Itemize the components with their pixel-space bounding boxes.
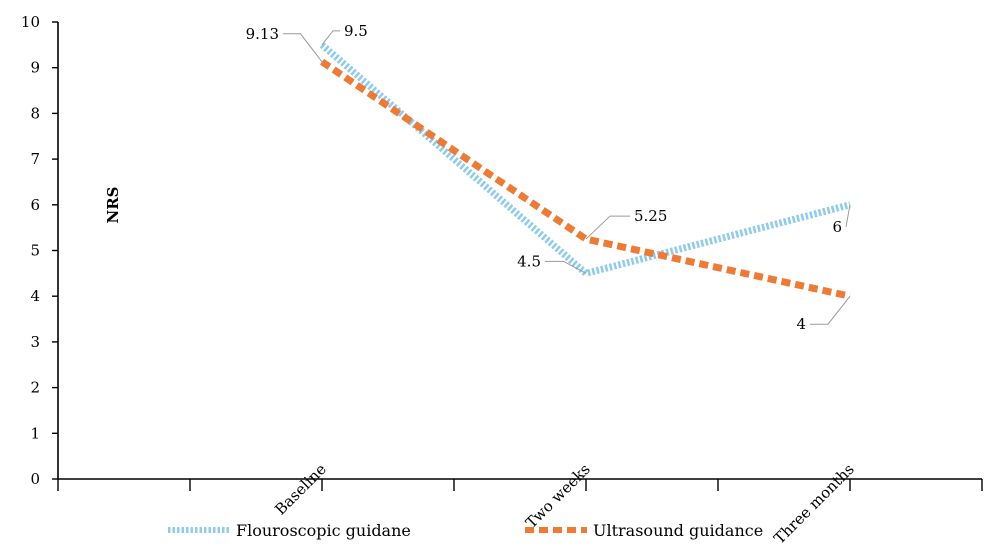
y-axis-label: NRS	[104, 186, 122, 223]
legend: Flouroscopic guidane Ultrasound guidance	[168, 521, 763, 540]
y-tick-labels: 0 1 2 3 4 5 6 7 8 9 10	[21, 13, 40, 488]
y-tick-label: 3	[30, 333, 40, 351]
y-tick-label: 2	[30, 379, 40, 397]
y-tick-label: 9	[30, 59, 40, 77]
data-label: 4	[796, 315, 806, 333]
x-tick-label: Two weeks	[522, 460, 594, 532]
legend-label: Ultrasound guidance	[593, 521, 763, 540]
y-tick-label: 1	[30, 424, 40, 442]
data-label: 4.5	[517, 252, 541, 270]
y-tick-label: 8	[30, 104, 40, 122]
data-label: 9.13	[246, 25, 279, 43]
y-tick-label: 7	[30, 150, 40, 168]
y-tick-label: 0	[30, 470, 40, 488]
data-label-leader	[321, 30, 340, 46]
legend-label: Flouroscopic guidane	[236, 521, 411, 540]
axes	[52, 21, 983, 491]
series-group	[319, 42, 851, 300]
y-tick-label: 4	[30, 287, 40, 305]
x-tick-label: Baseline	[271, 460, 330, 519]
data-labels: 9.5 4.5 6 9.13 5.25 4	[246, 22, 851, 333]
data-label: 5.25	[634, 207, 667, 225]
data-label: 6	[832, 218, 842, 236]
x-tick-label: Three months	[770, 460, 857, 547]
data-label-leader	[283, 33, 323, 63]
series-line-2	[320, 58, 851, 300]
y-tick-label: 5	[30, 242, 40, 260]
data-label-leader	[845, 204, 851, 227]
y-tick-label: 10	[21, 13, 40, 31]
data-label: 9.5	[344, 22, 368, 40]
y-tick-label: 6	[30, 196, 40, 214]
data-label-leader	[585, 215, 630, 240]
data-label-leader	[545, 260, 587, 274]
data-label-leader	[810, 295, 851, 325]
